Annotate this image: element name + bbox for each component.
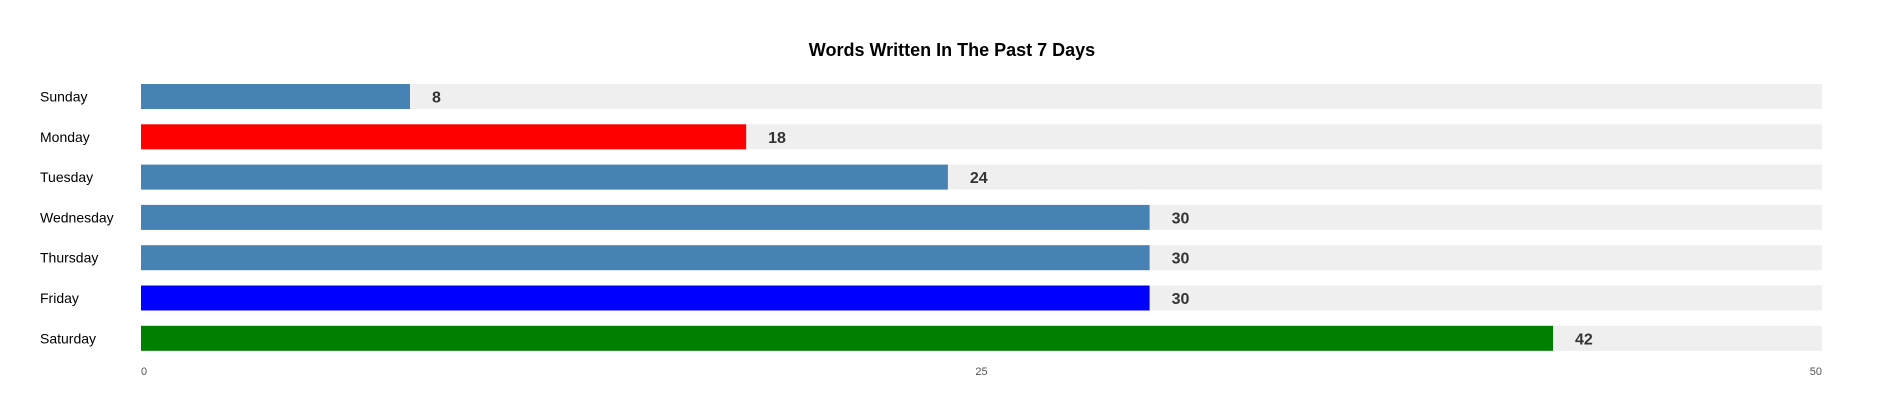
value-label-thursday: 30 xyxy=(1172,251,1190,268)
category-label-tuesday: Tuesday xyxy=(40,169,93,185)
category-label-friday: Friday xyxy=(40,290,79,306)
bar-saturday xyxy=(141,325,1554,351)
bar-friday xyxy=(141,285,1150,311)
value-label-friday: 30 xyxy=(1172,291,1190,308)
category-label-sunday: Sunday xyxy=(40,89,87,105)
category-label-saturday: Saturday xyxy=(40,330,96,346)
value-label-wednesday: 30 xyxy=(1172,210,1190,227)
x-tick-label-25: 25 xyxy=(975,366,987,378)
category-label-monday: Monday xyxy=(40,129,90,145)
bar-track-sunday xyxy=(141,84,1822,109)
x-tick-label-0: 0 xyxy=(141,366,147,378)
bar-monday xyxy=(141,124,747,150)
bar-thursday xyxy=(141,245,1150,271)
value-label-monday: 18 xyxy=(768,130,786,147)
x-tick-label-50: 50 xyxy=(1810,366,1822,378)
value-label-sunday: 8 xyxy=(432,90,441,107)
bars-group: Sunday 8 Monday 18 Tuesday 24 Wednesday 30 Thurs… xyxy=(40,84,1822,351)
category-label-wednesday: Wednesday xyxy=(40,209,114,225)
value-label-saturday: 42 xyxy=(1575,331,1593,348)
bar-wednesday xyxy=(141,204,1150,230)
value-label-tuesday: 24 xyxy=(970,170,988,187)
bar-tuesday xyxy=(141,164,948,190)
chart-title: Words Written In The Past 7 Days xyxy=(809,40,1095,60)
category-label-thursday: Thursday xyxy=(40,250,98,266)
x-axis: 0 25 50 xyxy=(141,366,1822,378)
bar-sunday xyxy=(141,84,410,109)
